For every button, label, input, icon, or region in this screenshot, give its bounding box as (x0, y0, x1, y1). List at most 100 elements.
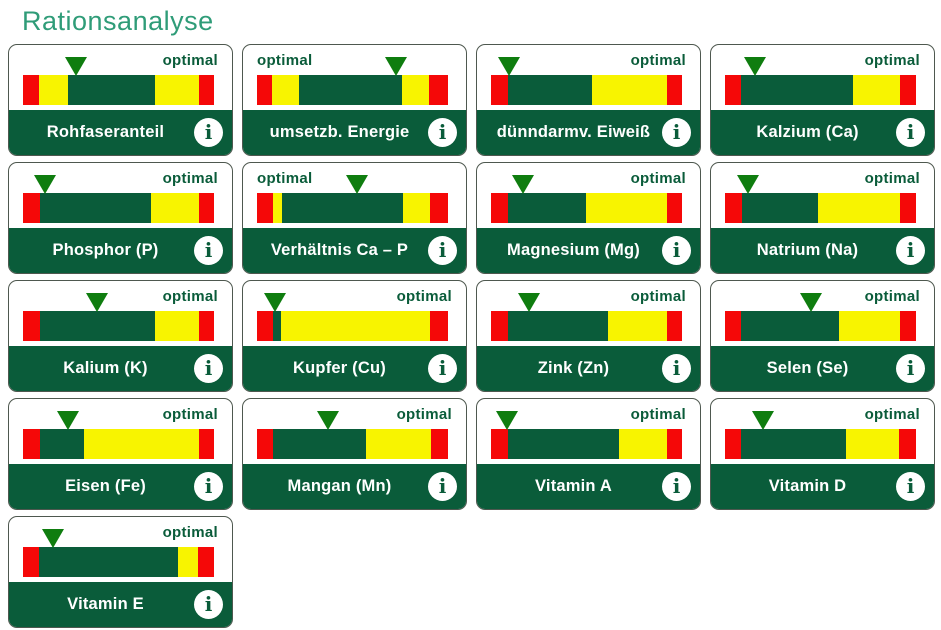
info-button[interactable]: i (194, 236, 223, 265)
bar-segment-yellow (273, 193, 282, 223)
nutrient-card: optimal Kalium (K) i (8, 280, 233, 392)
bar-segment-red (430, 429, 448, 459)
bar-segment-yellow (272, 75, 299, 105)
range-bar (23, 57, 214, 105)
marker-triangle-icon (496, 411, 519, 430)
card-label: Rohfaseranteil (46, 123, 165, 141)
range-bar (23, 175, 214, 223)
bar-segment-yellow (177, 547, 198, 577)
info-button[interactable]: i (428, 354, 457, 383)
marker-triangle-icon (346, 175, 369, 194)
bar-segment-red (899, 193, 916, 223)
bar-segment-green (281, 193, 404, 223)
range-bar (23, 293, 214, 341)
page-title: Rationsanalyse (22, 6, 214, 36)
bar-segment-yellow (154, 311, 199, 341)
nutrient-card: optimal Selen (Se) i (710, 280, 935, 392)
bar-segment-red (491, 193, 509, 223)
bar-segment-red (257, 75, 273, 105)
bar-segment-yellow (39, 75, 68, 105)
optimal-label: optimal (162, 52, 218, 69)
nutrient-card: optimal Eisen (Fe) i (8, 398, 233, 510)
card-footer: dünndarmv. Eiweiß i (477, 110, 700, 155)
info-button[interactable]: i (428, 472, 457, 501)
range-bar (257, 293, 448, 341)
bar-segment-yellow (402, 75, 429, 105)
optimal-label: optimal (630, 288, 686, 305)
bar-segment-yellow (150, 193, 199, 223)
card-gauge-area: optimal (477, 163, 700, 228)
bar-segment-red (725, 193, 743, 223)
bar-segment-red (666, 75, 682, 105)
optimal-label: optimal (162, 170, 218, 187)
info-button[interactable]: i (194, 118, 223, 147)
marker-triangle-icon (518, 293, 541, 312)
bar-segment-red (666, 429, 682, 459)
marker-triangle-icon (799, 293, 822, 312)
nutrient-card: optimal umsetzb. Energie i (242, 44, 467, 156)
card-label: umsetzb. Energie (269, 123, 410, 141)
bar-segment-yellow (154, 75, 199, 105)
nutrient-card: optimal Kalzium (Ca) i (710, 44, 935, 156)
card-footer: Mangan (Mn) i (243, 464, 466, 509)
info-button[interactable]: i (662, 472, 691, 501)
info-button[interactable]: i (194, 472, 223, 501)
bar-segment-red (257, 193, 274, 223)
nutrient-card: optimal Vitamin A i (476, 398, 701, 510)
marker-triangle-icon (56, 411, 79, 430)
info-button[interactable]: i (428, 118, 457, 147)
info-button[interactable]: i (896, 236, 925, 265)
marker-triangle-icon (752, 411, 775, 430)
bar-segment-red (491, 311, 509, 341)
bar-segment-red (898, 429, 916, 459)
card-gauge-area: optimal (477, 45, 700, 110)
bar-segment-red (725, 311, 742, 341)
optimal-label: optimal (630, 406, 686, 423)
info-button[interactable]: i (662, 236, 691, 265)
card-label: Selen (Se) (766, 359, 849, 377)
card-footer: Natrium (Na) i (711, 228, 934, 273)
bar-segment-red (257, 311, 274, 341)
card-label: Magnesium (Mg) (507, 241, 640, 259)
marker-triangle-icon (743, 57, 766, 76)
range-bar (725, 293, 916, 341)
bar-segment-red (198, 429, 214, 459)
bar-segment-red (725, 75, 742, 105)
info-button[interactable]: i (428, 236, 457, 265)
optimal-label: optimal (162, 406, 218, 423)
info-button[interactable]: i (194, 590, 223, 619)
bar-segment-red (429, 193, 448, 223)
bar-segment-yellow (403, 193, 430, 223)
bar-segment-red (23, 311, 41, 341)
bar-segment-yellow (817, 193, 900, 223)
marker-triangle-icon (316, 411, 339, 430)
card-gauge-area: optimal (477, 281, 700, 346)
info-icon: i (438, 237, 447, 262)
info-icon: i (204, 237, 213, 262)
bar-segment-yellow (846, 429, 899, 459)
info-icon: i (906, 119, 915, 144)
info-button[interactable]: i (662, 354, 691, 383)
info-button[interactable]: i (896, 472, 925, 501)
info-button[interactable]: i (662, 118, 691, 147)
nutrient-card: optimal Phosphor (P) i (8, 162, 233, 274)
card-label: Verhältnis Ca – P (270, 241, 409, 259)
range-bar (23, 529, 214, 577)
range-bar (491, 57, 682, 105)
bar-segment-red (899, 311, 916, 341)
card-label: Kalzium (Ca) (756, 123, 859, 141)
info-button[interactable]: i (896, 354, 925, 383)
optimal-label: optimal (630, 52, 686, 69)
bar-segment-green (40, 193, 151, 223)
info-icon: i (906, 473, 915, 498)
bar-segment-red (197, 547, 214, 577)
bar-segment-green (273, 311, 281, 341)
marker-triangle-icon (41, 529, 64, 548)
optimal-label: optimal (162, 288, 218, 305)
nutrient-card: optimal Verhältnis Ca – P i (242, 162, 467, 274)
card-gauge-area: optimal (711, 45, 934, 110)
info-icon: i (672, 355, 681, 380)
bar-segment-red (23, 75, 40, 105)
info-button[interactable]: i (896, 118, 925, 147)
info-button[interactable]: i (194, 354, 223, 383)
